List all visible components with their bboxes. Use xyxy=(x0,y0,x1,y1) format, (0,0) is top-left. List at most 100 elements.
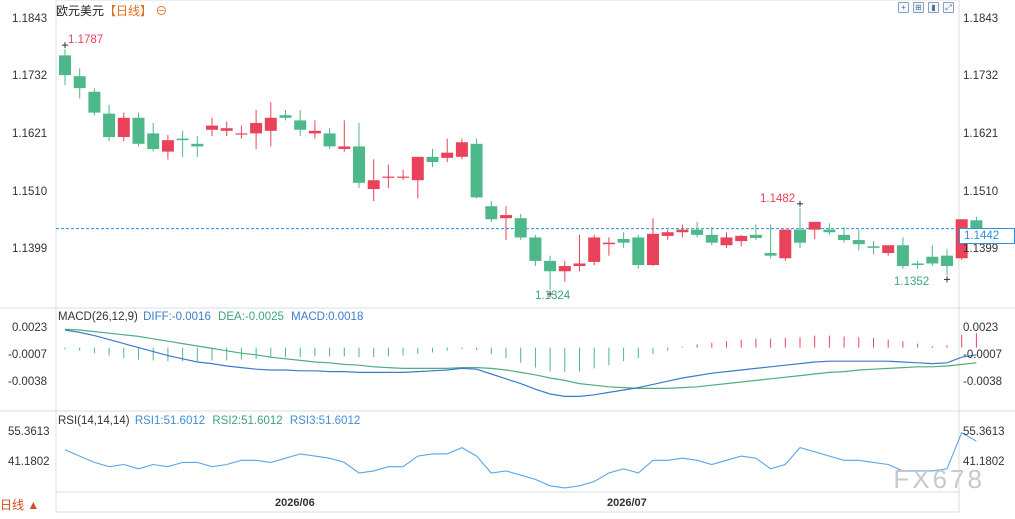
macd-title: MACD(26,12,9) xyxy=(58,311,138,323)
recent-low-annotation: 1.1352 xyxy=(894,276,930,288)
candle-body xyxy=(632,237,645,266)
circle-minus-icon[interactable]: ⊖ xyxy=(155,4,168,18)
zoom-in-icon[interactable]: ⊞ xyxy=(913,2,924,13)
rsi-axis-label: 55.3613 xyxy=(8,426,50,438)
left-price-label: 1.1621 xyxy=(12,128,48,140)
candle-body xyxy=(220,128,233,131)
candle-body xyxy=(88,91,101,113)
right-price-label: 1.1621 xyxy=(963,128,999,140)
candle-body xyxy=(397,176,410,178)
candle-body xyxy=(882,245,895,254)
candle-body xyxy=(691,229,704,235)
left-price-label: 1.1732 xyxy=(12,70,48,82)
candle-body xyxy=(808,221,821,230)
candle-body xyxy=(735,235,748,242)
candle-body xyxy=(353,146,365,183)
candle-body xyxy=(911,263,924,266)
crosshair-icon[interactable]: + xyxy=(898,2,909,13)
candle-body xyxy=(323,133,336,147)
candle-body xyxy=(470,143,483,198)
candle-body xyxy=(529,237,542,261)
rsi-title: RSI(14,14,14) xyxy=(58,415,130,427)
candle-body xyxy=(455,142,468,157)
candle-body xyxy=(147,133,160,150)
rsi-legend: RSI(14,14,14) RSI1:51.6012 RSI2:51.6012 … xyxy=(58,415,360,427)
right-price-label: 1.1732 xyxy=(963,70,999,82)
candle-body xyxy=(338,146,351,150)
symbol-label: 欧元美元 xyxy=(56,4,105,18)
candle-body xyxy=(779,229,792,259)
current-price-tag: 1.1442 xyxy=(959,228,1015,244)
candle-body xyxy=(485,206,498,220)
candle-body xyxy=(294,120,307,130)
candle-body xyxy=(382,176,395,178)
candle-body xyxy=(279,115,292,118)
candle-body xyxy=(838,234,851,241)
candle-body xyxy=(867,246,880,248)
candle-body xyxy=(426,156,439,163)
right-price-label: 1.1843 xyxy=(963,13,999,25)
candle-body xyxy=(926,256,939,264)
candle-body xyxy=(823,229,836,233)
candle-body xyxy=(132,117,145,144)
macd-axis-label: -0.0007 xyxy=(963,349,1003,361)
candle-body xyxy=(161,140,174,152)
left-price-label: 1.1399 xyxy=(12,243,48,255)
macd-legend: MACD(26,12,9) DIFF:-0.0016 DEA:-0.0025 M… xyxy=(58,311,363,323)
candle-body xyxy=(573,263,586,267)
right-price-label: 1.1399 xyxy=(963,243,999,255)
candle-body xyxy=(647,233,659,266)
rsi-axis-label: 41.1802 xyxy=(963,456,1005,468)
candle-body xyxy=(250,123,263,134)
macd-axis-label: 0.0023 xyxy=(12,322,48,334)
candle-body xyxy=(720,237,733,246)
right-price-label: 1.1510 xyxy=(963,186,999,198)
candle-body xyxy=(411,156,424,181)
candle-body xyxy=(852,240,865,245)
candle-body xyxy=(176,138,189,141)
low-annotation: 1.1324 xyxy=(535,290,571,302)
mid-high-annotation: 1.1482 xyxy=(760,193,796,205)
macd-dea-label: DEA:-0.0025 xyxy=(218,311,284,323)
macd-diff-label: DIFF:-0.0016 xyxy=(143,311,211,323)
candle-body xyxy=(896,245,909,267)
candle-body xyxy=(705,234,718,243)
left-price-label: 1.1843 xyxy=(12,13,48,25)
candle-body xyxy=(749,234,762,238)
candle-body xyxy=(264,117,277,131)
left-price-label: 1.1510 xyxy=(12,186,48,198)
candle-body xyxy=(588,237,601,262)
candle-body xyxy=(514,218,527,238)
candle-body xyxy=(308,130,321,134)
candle-body xyxy=(661,232,674,236)
macd-axis-label: 0.0023 xyxy=(963,322,999,334)
rsi1-label: RSI1:51.6012 xyxy=(134,415,206,427)
period-selector-button[interactable]: 日线 ▲ xyxy=(0,498,40,512)
candle-body xyxy=(970,220,983,229)
fullscreen-icon[interactable]: ⤢ xyxy=(943,2,954,13)
candle-body xyxy=(103,113,116,138)
candle-body xyxy=(367,180,380,190)
macd-value-label: MACD:0.0018 xyxy=(291,311,364,323)
candle-body xyxy=(764,253,777,256)
rsi2-label: RSI2:51.6012 xyxy=(212,415,283,427)
chart-type-icon[interactable]: ▮ xyxy=(928,2,939,13)
candle-body xyxy=(73,76,86,89)
time-axis-label: 2026/06 xyxy=(275,497,315,509)
rsi-axis-label: 41.1802 xyxy=(8,456,50,468)
candle-body xyxy=(941,255,953,267)
candle-body xyxy=(676,229,689,233)
candle-body xyxy=(794,229,806,243)
candle-body xyxy=(59,55,71,76)
macd-axis-label: -0.0038 xyxy=(963,376,1003,388)
candle-body xyxy=(500,215,512,219)
candle-body xyxy=(558,266,571,272)
watermark-logo: FX678 xyxy=(893,464,985,494)
macd-dea-line xyxy=(64,328,977,389)
candle-body xyxy=(191,143,204,147)
time-axis-label: 2026/07 xyxy=(607,497,647,509)
high-annotation: 1.1787 xyxy=(68,34,104,46)
rsi-line xyxy=(64,431,977,489)
chart-frame xyxy=(55,0,960,513)
